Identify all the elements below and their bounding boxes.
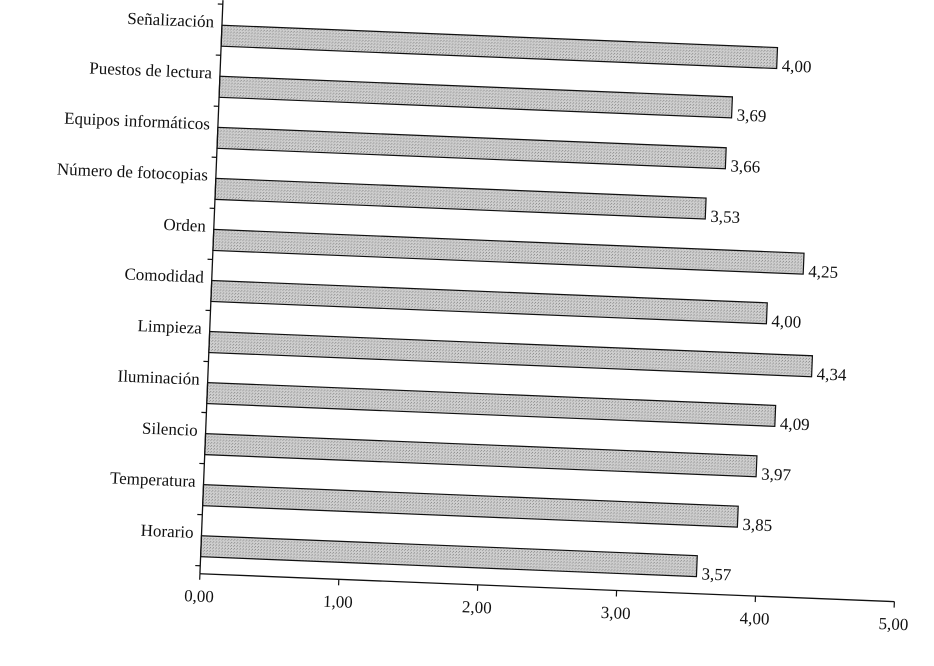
category-label: Limpieza [137, 316, 202, 338]
bar [213, 229, 804, 274]
category-label: Comodidad [124, 264, 205, 286]
x-tick-label: 4,00 [739, 608, 769, 628]
data-label: 3,97 [761, 464, 792, 484]
data-label: 4,34 [816, 364, 847, 384]
bar [211, 280, 767, 323]
data-label: 4,00 [771, 311, 801, 331]
bar [205, 434, 757, 477]
category-label: Orden [163, 215, 207, 236]
x-tick-label: 1,00 [323, 592, 353, 612]
bar [219, 76, 732, 118]
x-tick-label: 0,00 [184, 586, 214, 606]
x-axis-line [200, 574, 894, 602]
bar [207, 383, 776, 427]
category-label: Iluminación [117, 366, 200, 388]
bar [203, 485, 739, 527]
bar [201, 536, 698, 577]
category-label: Equipos informáticos [64, 109, 211, 134]
bar [209, 332, 813, 377]
category-label: Horario [140, 521, 194, 542]
category-label: Señalización [127, 9, 215, 31]
x-tick-label: 2,00 [462, 597, 492, 617]
category-label: Temperatura [110, 468, 197, 490]
data-label: 3,69 [736, 106, 766, 126]
data-label: 4,25 [808, 262, 838, 282]
category-label: Puestos de lectura [89, 59, 213, 83]
category-label: Silencio [142, 419, 198, 440]
data-label: 4,09 [780, 414, 810, 434]
bar [217, 127, 726, 168]
bar [215, 178, 706, 219]
data-label: 3,57 [701, 564, 732, 584]
data-label: 3,66 [730, 156, 760, 176]
category-label: Número de fotocopias [57, 160, 209, 185]
data-label: 3,53 [710, 207, 740, 227]
data-label: 4,00 [781, 56, 811, 76]
data-label: 3,85 [742, 515, 772, 535]
x-tick-label: 3,00 [600, 603, 630, 623]
bar [221, 25, 777, 68]
x-tick-label: 5,00 [878, 614, 908, 634]
